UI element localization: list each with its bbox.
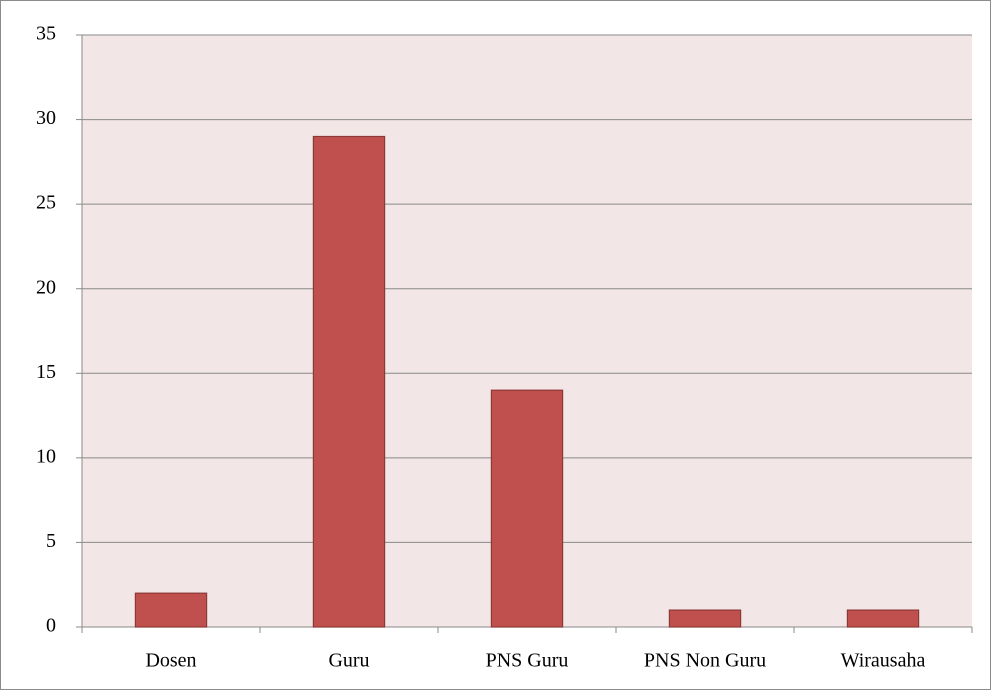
y-tick-label: 20 [36,276,56,298]
bar [846,609,920,628]
y-tick-label: 10 [36,445,56,467]
x-tick-label: PNS Non Guru [644,650,766,672]
x-tick-label: Guru [328,650,369,672]
y-tick-label: 30 [36,107,56,129]
y-tick-label: 15 [36,361,56,383]
x-tick-label: PNS Guru [486,650,569,672]
bar [490,389,564,628]
bar [312,135,386,628]
y-tick-label: 25 [36,192,56,214]
x-tick-label: Dosen [145,650,196,672]
y-tick-label: 0 [46,615,56,637]
x-tick-label: Wirausaha [841,650,926,672]
y-tick-label: 35 [36,23,56,45]
bar [668,609,742,628]
y-tick-label: 5 [46,530,56,552]
bar [134,592,208,628]
